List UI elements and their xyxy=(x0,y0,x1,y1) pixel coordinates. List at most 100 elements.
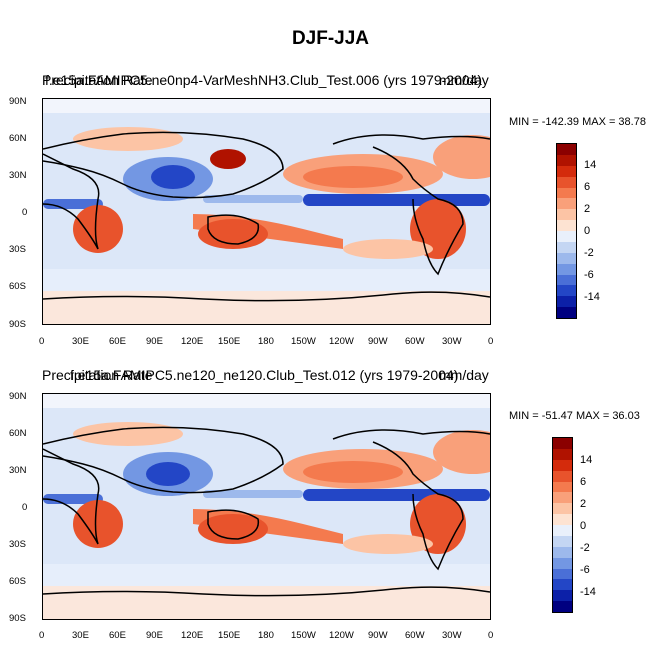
panel-2-title-block: Precipitation Rate f.e15a.FAMIPC5.ne120_… xyxy=(42,367,492,385)
colorbar-swatch xyxy=(553,590,572,602)
lat-label: 60N xyxy=(9,133,27,144)
colorbar-swatch xyxy=(553,525,572,536)
southern-ocean-band xyxy=(43,269,490,291)
colorbar-swatch xyxy=(557,307,576,318)
colorbar-swatch xyxy=(557,263,576,275)
colorbar-swatch xyxy=(553,470,572,482)
lat-label: 0 xyxy=(22,502,28,513)
lon-label: 30W xyxy=(442,630,462,641)
colorbar-swatch xyxy=(553,459,572,471)
colorbar-swatch xyxy=(557,220,576,231)
australia-positive xyxy=(198,514,268,544)
colorbar-swatch xyxy=(557,274,576,286)
panel-1-map-field xyxy=(43,99,490,324)
colorbar-label: -2 xyxy=(580,542,590,554)
lon-label: 150W xyxy=(291,336,316,347)
panel-1-minmax: MIN = -142.39 MAX = 38.78 xyxy=(509,116,646,128)
itcz-east-pacific xyxy=(303,489,490,501)
lat-label: 90N xyxy=(9,96,27,107)
lon-label: 30E xyxy=(72,630,89,641)
lon-label: 150E xyxy=(218,630,241,641)
asia-monsoon-core xyxy=(146,462,190,486)
colorbar-swatch xyxy=(553,601,572,612)
colorbar-swatch xyxy=(557,285,576,297)
lon-label: 180 xyxy=(258,336,274,347)
panel-2-map xyxy=(42,393,491,620)
north-atlantic-positive xyxy=(433,430,490,474)
colorbar-swatch xyxy=(553,535,572,547)
lat-label: 60N xyxy=(9,428,27,439)
colorbar-swatch xyxy=(557,187,576,199)
panel-1-title-left: Precipitation Rate xyxy=(42,72,153,88)
africa-positive xyxy=(73,205,123,253)
colorbar-swatch xyxy=(553,568,572,580)
lat-label: 60S xyxy=(9,576,26,587)
colorbar-swatch xyxy=(557,176,576,188)
colorbar-swatch xyxy=(557,165,576,177)
lat-label: 30S xyxy=(9,244,26,255)
colorbar-label: 2 xyxy=(584,203,591,215)
lon-label: 0 xyxy=(488,630,494,641)
colorbar-label: 0 xyxy=(580,520,587,532)
colorbar-swatch xyxy=(553,438,572,449)
south-pacific-positive xyxy=(343,534,433,554)
colorbar-label: 6 xyxy=(580,476,587,488)
panel-2-title-right: mm/day xyxy=(439,367,489,383)
lat-label: 30S xyxy=(9,539,26,550)
east-asia-positive xyxy=(210,149,246,169)
colorbar-swatch xyxy=(553,579,572,591)
colorbar-label: 14 xyxy=(580,454,593,466)
lon-label: 0 xyxy=(39,630,45,641)
coastlines xyxy=(43,426,490,597)
colorbar-swatch xyxy=(553,503,572,515)
colorbar-swatch xyxy=(553,546,572,558)
lon-label: 60W xyxy=(405,336,425,347)
lon-label: 60E xyxy=(109,336,126,347)
africa-positive xyxy=(73,500,123,548)
panel-2-map-field xyxy=(43,394,490,619)
colorbar-swatch xyxy=(557,241,576,253)
itcz-west-pacific xyxy=(203,490,303,498)
lon-label: 90W xyxy=(368,336,388,347)
asia-monsoon-core xyxy=(151,165,195,189)
colorbar-swatch xyxy=(557,144,576,155)
lon-label: 120E xyxy=(181,336,204,347)
lon-label: 90E xyxy=(146,630,163,641)
lon-label: 120W xyxy=(329,336,354,347)
lon-label: 30E xyxy=(72,336,89,347)
itcz-west-pacific xyxy=(203,195,303,203)
colorbar-label: -6 xyxy=(580,564,590,576)
north-pacific-core xyxy=(303,461,403,483)
panel-1-colorbar xyxy=(556,143,577,319)
colorbar-swatch xyxy=(557,209,576,221)
colorbar-swatch xyxy=(553,514,572,525)
itcz-east-pacific xyxy=(303,194,490,206)
colorbar-label: -6 xyxy=(584,269,594,281)
colorbar-swatch xyxy=(553,448,572,460)
lon-label: 150E xyxy=(218,336,241,347)
lat-label: 60S xyxy=(9,281,26,292)
colorbar-swatch xyxy=(553,481,572,493)
lat-label: 90S xyxy=(9,613,26,624)
lon-label: 90W xyxy=(368,630,388,641)
colorbar-swatch xyxy=(557,252,576,264)
lat-label: 90S xyxy=(9,319,26,330)
figure-title: DJF-JJA xyxy=(291,28,370,49)
panel-1-title-block: Precipitation Rate f.e15a.FAMIPC5.ne0np4… xyxy=(42,72,492,90)
lon-label: 120E xyxy=(181,630,204,641)
lon-label: 90E xyxy=(146,336,163,347)
colorbar-swatch xyxy=(553,557,572,569)
colorbar-swatches xyxy=(553,438,572,612)
lon-label: 150W xyxy=(291,630,316,641)
lon-label: 30W xyxy=(442,336,462,347)
colorbar-swatch xyxy=(553,492,572,504)
arctic-band xyxy=(43,99,490,113)
colorbar-swatch xyxy=(557,231,576,242)
north-atlantic-positive xyxy=(433,135,490,179)
panel-1-title-center: f.e15a.FAMIPC5.ne0np4-VarMeshNH3.Club_Te… xyxy=(45,72,483,88)
lon-label: 0 xyxy=(39,336,45,347)
panel-2-minmax: MIN = -51.47 MAX = 36.03 xyxy=(509,410,640,422)
arctic-band xyxy=(43,394,490,408)
south-pacific-positive xyxy=(343,239,433,259)
panel-2-title-left: Precipitation Rate xyxy=(42,367,153,383)
